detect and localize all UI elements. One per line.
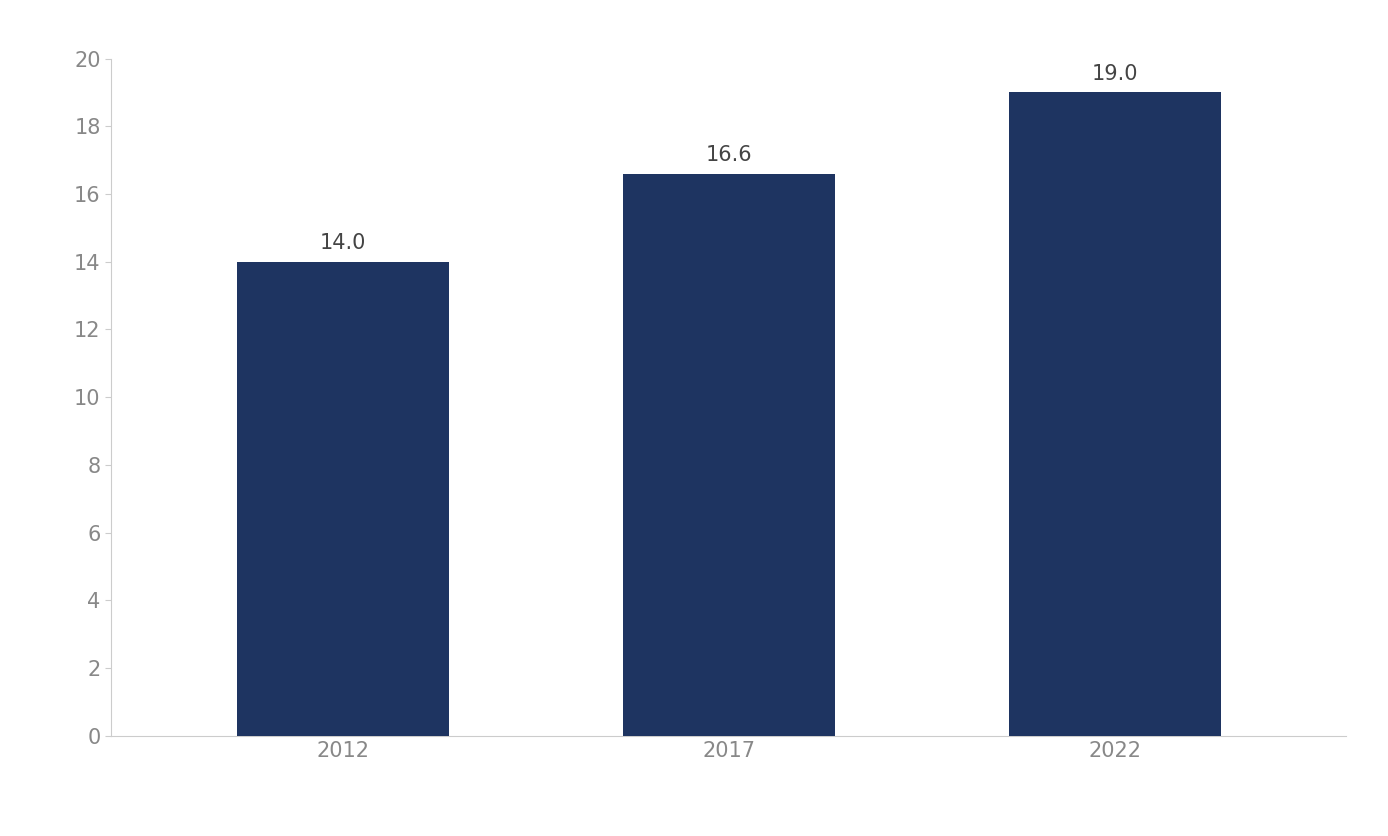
Bar (1009, 92, 1221, 736)
Bar (236, 262, 448, 736)
Bar (623, 174, 834, 736)
Text: 19.0: 19.0 (1091, 64, 1138, 84)
Text: 16.6: 16.6 (705, 145, 752, 166)
Text: 14.0: 14.0 (319, 233, 366, 253)
